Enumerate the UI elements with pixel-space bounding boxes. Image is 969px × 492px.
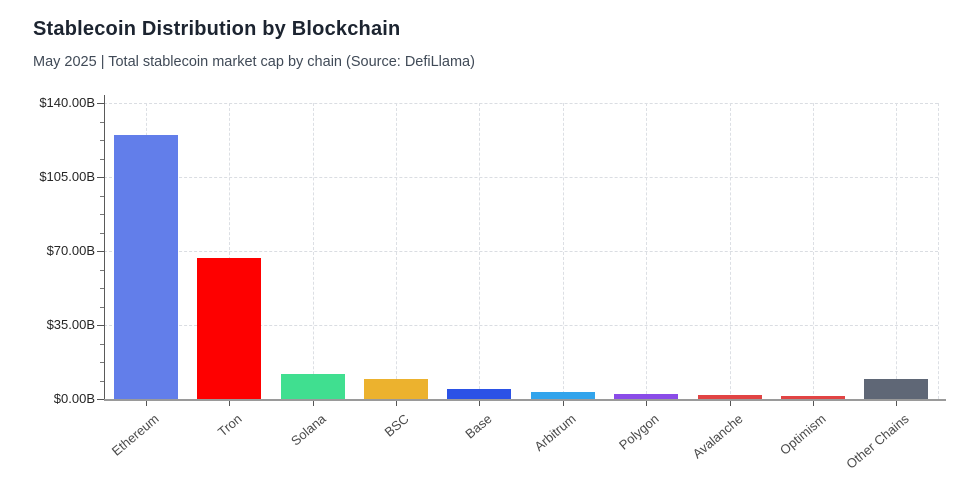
y-gridline [104, 103, 938, 104]
x-gridline [229, 103, 231, 399]
y-minor-tick [100, 158, 104, 160]
x-gridline [562, 103, 564, 399]
y-minor-tick [100, 306, 104, 308]
bar-solana [280, 374, 345, 399]
bar-base [447, 389, 512, 399]
y-minor-tick [100, 343, 104, 345]
chart-title: Stablecoin Distribution by Blockchain [33, 18, 401, 40]
y-tick-label: $35.00B [46, 317, 95, 332]
x-tick-label: Ethereum [108, 411, 162, 459]
x-tick [395, 400, 397, 406]
x-tick [896, 400, 898, 406]
x-axis-line [104, 399, 946, 401]
y-major-tick [97, 325, 104, 326]
x-tick [145, 400, 147, 406]
x-gridline [312, 103, 314, 399]
y-tick-label: $105.00B [39, 169, 95, 184]
bar-arbitrum [530, 392, 595, 399]
x-gridline [479, 103, 481, 399]
y-tick-label: $140.00B [39, 95, 95, 110]
y-minor-tick [100, 214, 104, 215]
y-axis-line [104, 95, 105, 399]
bar-avalanche [697, 395, 762, 399]
y-minor-tick [100, 232, 104, 234]
y-tick-label: $70.00B [46, 243, 95, 258]
y-major-tick [97, 251, 104, 252]
y-major-tick [97, 103, 104, 104]
bar-tron [197, 257, 262, 399]
x-tick [312, 400, 314, 406]
y-gridline [104, 251, 938, 252]
y-minor-tick [100, 121, 104, 123]
y-minor-tick [100, 140, 104, 141]
y-tick-label: $0.00B [53, 391, 95, 406]
y-gridline [104, 325, 938, 326]
x-gridline [729, 103, 731, 399]
y-minor-tick [100, 288, 104, 289]
chart-subtitle: May 2025 | Total stablecoin market cap b… [33, 54, 475, 70]
x-tick [812, 400, 814, 406]
x-tick [479, 400, 481, 406]
bar-bsc [363, 378, 428, 399]
y-minor-tick [100, 362, 104, 363]
x-gridline-right-edge [938, 103, 939, 399]
y-major-tick [97, 399, 104, 400]
y-minor-tick [100, 380, 104, 382]
bar-polygon [614, 393, 679, 399]
x-gridline [646, 103, 648, 399]
x-tick [646, 400, 648, 406]
x-tick [729, 400, 731, 406]
bar-optimism [780, 396, 845, 399]
y-major-tick [97, 177, 104, 178]
y-gridline [104, 177, 938, 178]
x-gridline [812, 103, 814, 399]
x-tick [229, 400, 231, 406]
x-gridline [395, 103, 397, 399]
y-minor-tick [100, 269, 104, 271]
y-minor-tick [100, 195, 104, 197]
x-tick [562, 400, 564, 406]
x-gridline [896, 103, 898, 399]
bar-ethereum [113, 135, 178, 399]
bar-other-chains [864, 378, 929, 399]
